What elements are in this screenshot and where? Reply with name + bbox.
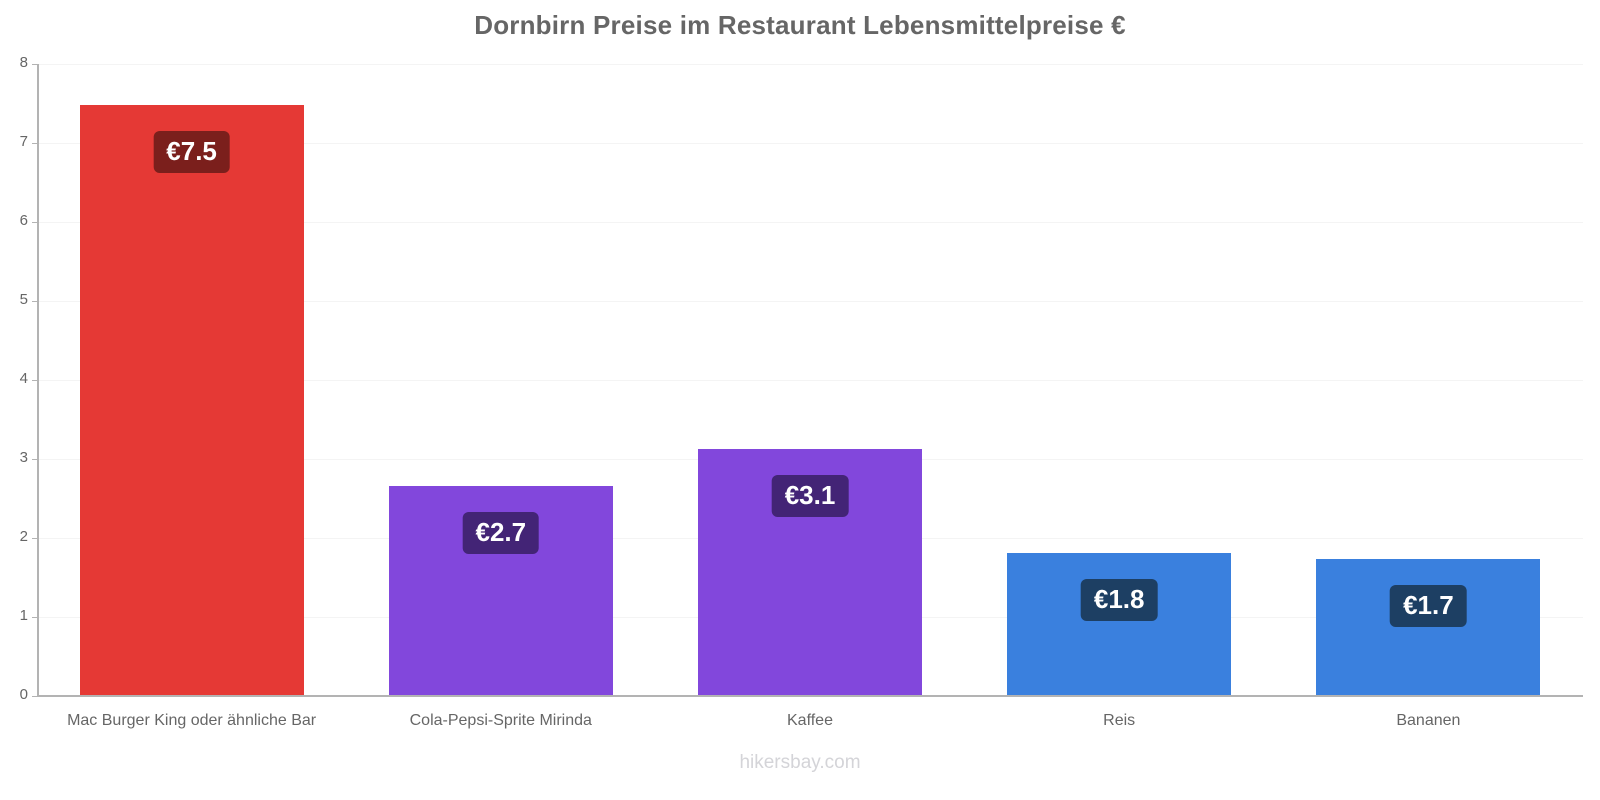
bar-value-label: €3.1 xyxy=(771,474,849,517)
bar[interactable]: €3.1 xyxy=(698,448,922,696)
y-axis-tick-label: 7 xyxy=(19,133,28,150)
x-axis-category-label: Kaffee xyxy=(787,712,833,729)
y-axis-tick-label: 5 xyxy=(19,291,28,308)
footer-credit: hikersbay.com xyxy=(739,752,861,773)
y-axis-tick-mark xyxy=(32,380,38,381)
y-axis-tick-mark xyxy=(32,64,38,65)
bar[interactable]: €1.7 xyxy=(1316,558,1541,696)
x-axis-category-label: Bananen xyxy=(1396,712,1461,729)
y-axis-tick-label: 0 xyxy=(19,686,28,703)
gridline xyxy=(37,222,1583,223)
bar-value-label: €7.5 xyxy=(153,131,230,174)
y-axis-tick-label: 4 xyxy=(19,370,28,387)
page-title: Dornbirn Preise im Restaurant Lebensmitt… xyxy=(474,10,1126,40)
bar-value-label: €1.8 xyxy=(1080,579,1158,622)
y-axis-tick-label: 8 xyxy=(19,54,28,71)
y-axis-tick-label: 2 xyxy=(19,528,28,545)
y-axis-line xyxy=(37,64,39,697)
y-axis-tick-mark xyxy=(32,143,38,144)
y-axis-tick-label: 3 xyxy=(19,449,28,466)
bar-value-label: €1.7 xyxy=(1390,584,1467,627)
gridline xyxy=(37,64,1583,65)
y-axis-tick-mark xyxy=(32,222,38,223)
bar[interactable]: €7.5 xyxy=(79,105,304,696)
y-axis-tick-mark xyxy=(32,301,38,302)
gridline xyxy=(37,143,1583,144)
x-axis-category-label: Mac Burger King oder ähnliche Bar xyxy=(67,712,317,729)
x-axis-category-label: Reis xyxy=(1103,712,1136,729)
y-axis-tick-label: 6 xyxy=(19,212,28,229)
y-axis-tick-mark xyxy=(32,538,38,539)
y-axis-tick-mark xyxy=(32,696,38,697)
bar-value-label: €2.7 xyxy=(462,511,540,554)
y-axis-tick-mark xyxy=(32,617,38,618)
y-axis-tick-label: 1 xyxy=(19,607,28,624)
y-axis-tick-mark xyxy=(32,459,38,460)
gridline xyxy=(37,380,1583,381)
gridline xyxy=(37,301,1583,302)
plot-area: €7.5 €2.7 €3.1 €1.8 €1.7 xyxy=(37,64,1583,696)
x-axis-line xyxy=(37,695,1583,697)
x-axis-category-label: Cola-Pepsi-Sprite Mirinda xyxy=(409,712,592,729)
bar[interactable]: €1.8 xyxy=(1007,553,1232,696)
bar[interactable]: €2.7 xyxy=(388,485,613,696)
